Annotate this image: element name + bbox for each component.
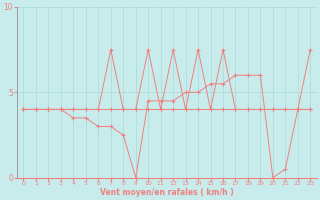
X-axis label: Vent moyen/en rafales ( km/h ): Vent moyen/en rafales ( km/h ) [100,188,234,197]
